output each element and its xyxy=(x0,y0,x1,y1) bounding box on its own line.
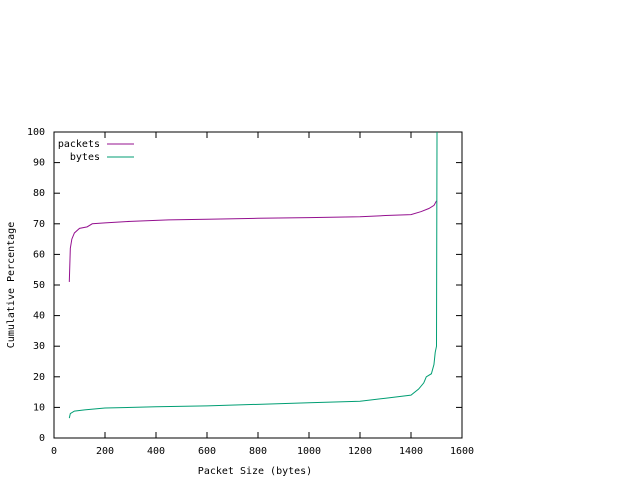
y-tick-label: 10 xyxy=(33,402,45,413)
y-tick-label: 40 xyxy=(33,311,45,322)
y-tick-label: 30 xyxy=(33,341,45,352)
x-tick-label: 0 xyxy=(51,446,57,457)
y-tick-label: 90 xyxy=(33,158,45,169)
y-axis-label: Cumulative Percentage xyxy=(6,222,17,348)
x-tick-label: 1200 xyxy=(348,446,372,457)
y-tick-label: 70 xyxy=(33,219,45,230)
legend-label: bytes xyxy=(70,152,100,163)
x-tick-label: 1000 xyxy=(297,446,321,457)
y-tick-label: 100 xyxy=(27,127,45,138)
series-line xyxy=(68,200,437,282)
x-tick-label: 1600 xyxy=(450,446,474,457)
y-tick-label: 20 xyxy=(33,372,45,383)
y-tick-label: 50 xyxy=(33,280,45,291)
plot-frame xyxy=(53,131,463,439)
x-tick-label: 400 xyxy=(147,446,165,457)
y-tick-label: 0 xyxy=(39,433,45,444)
x-tick-label: 600 xyxy=(198,446,216,457)
y-tick-label: 80 xyxy=(33,188,45,199)
x-tick-label: 200 xyxy=(96,446,114,457)
x-tick-label: 1400 xyxy=(399,446,423,457)
legend-label: packets xyxy=(58,139,100,150)
x-axis-label: Packet Size (bytes) xyxy=(198,466,312,477)
x-tick-label: 800 xyxy=(249,446,267,457)
y-tick-label: 60 xyxy=(33,249,45,260)
series-line xyxy=(68,131,438,419)
